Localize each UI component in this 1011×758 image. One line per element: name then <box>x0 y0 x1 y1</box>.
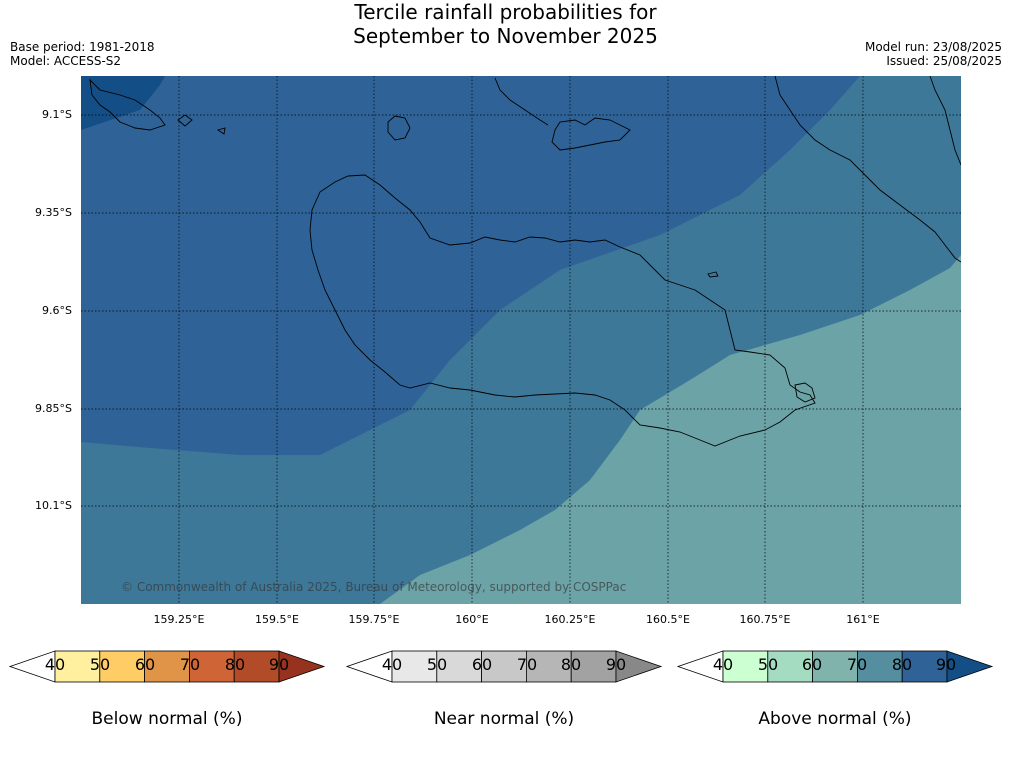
colorbar-above <box>676 650 994 683</box>
tick-above-60: 60 <box>801 655 823 674</box>
tick-above-80: 80 <box>891 655 913 674</box>
tick-near-90: 90 <box>605 655 627 674</box>
meta-left: Base period: 1981-2018 Model: ACCESS-S2 <box>10 40 155 68</box>
colorbar-above-title: Above normal (%) <box>758 709 912 729</box>
colorbar-below-segment <box>233 650 280 683</box>
tick-below-90: 90 <box>268 655 290 674</box>
tick-below-60: 60 <box>134 655 156 674</box>
tick-below-40: 40 <box>44 655 66 674</box>
issued-text: Issued: 25/08/2025 <box>886 54 1002 68</box>
lon-label-159-5: 159.5°E <box>255 613 299 626</box>
florida-islands <box>551 117 631 151</box>
tick-near-80: 80 <box>560 655 582 674</box>
meta-right: Model run: 23/08/2025 Issued: 25/08/2025 <box>865 40 1002 68</box>
colorbar-above-segment <box>812 650 858 683</box>
lon-label-160-5: 160.5°E <box>646 613 690 626</box>
graticule <box>81 76 961 604</box>
tick-near-70: 70 <box>516 655 538 674</box>
islet-east <box>707 271 719 278</box>
colorbar-near-segment <box>481 650 527 683</box>
colorbar-near-segment <box>570 650 617 683</box>
lat-label-10-1: 10.1°S <box>35 499 72 512</box>
colorbar-above-segment <box>901 650 948 683</box>
islet-north <box>387 115 411 141</box>
tick-near-40: 40 <box>381 655 403 674</box>
tick-above-70: 70 <box>846 655 868 674</box>
colorbar-above-segment <box>722 650 769 683</box>
colorbar-above-segment <box>767 650 813 683</box>
santa-isabel-coast <box>89 78 166 131</box>
model-run-text: Model run: 23/08/2025 <box>864 40 1002 54</box>
probability-field <box>81 76 961 604</box>
colorbar-near-segment <box>391 650 438 683</box>
coastlines <box>89 76 961 447</box>
colorbar-below-segment <box>144 650 190 683</box>
lon-label-160-75: 160.75°E <box>739 613 791 626</box>
colorbar-below-title: Below normal (%) <box>91 709 243 729</box>
title-line-2: September to November 2025 <box>353 24 658 48</box>
zone-60-70 <box>380 255 961 604</box>
lon-label-159-25: 159.25°E <box>153 613 205 626</box>
marau-islets <box>794 382 816 403</box>
lat-label-9-85: 9.85°S <box>35 402 72 415</box>
colorbar-near <box>345 650 663 683</box>
copyright-text: © Commonwealth of Australia 2025, Bureau… <box>121 580 627 594</box>
lat-label-9-1: 9.1°S <box>42 108 72 121</box>
malaita-coast <box>774 76 961 263</box>
tick-above-40: 40 <box>712 655 734 674</box>
lat-label-9-35: 9.35°S <box>35 206 72 219</box>
colorbar-near-high-arrow <box>615 650 663 683</box>
lon-label-160: 160°E <box>455 613 489 626</box>
map-title: Tercile rainfall probabilities for Septe… <box>0 0 1011 48</box>
model-text: Model: ACCESS-S2 <box>10 54 122 68</box>
colorbar-near-segment <box>436 650 482 683</box>
colorbar-below-high-arrow <box>278 650 326 683</box>
title-line-1: Tercile rainfall probabilities for <box>354 0 657 24</box>
tick-below-50: 50 <box>89 655 111 674</box>
lon-label-159-75: 159.75°E <box>348 613 400 626</box>
zone-90 <box>81 76 165 130</box>
colorbar-below-segment <box>54 650 101 683</box>
tick-below-80: 80 <box>224 655 246 674</box>
tick-above-50: 50 <box>757 655 779 674</box>
colorbar-near-title: Near normal (%) <box>433 709 575 729</box>
islet-small-2 <box>216 127 226 135</box>
lon-label-161: 161°E <box>846 613 880 626</box>
islet-north-2 <box>494 77 549 126</box>
tick-near-50: 50 <box>426 655 448 674</box>
islet-small-1 <box>177 114 193 127</box>
tick-below-70: 70 <box>179 655 201 674</box>
tick-near-60: 60 <box>471 655 493 674</box>
colorbar-below-segment <box>188 650 235 683</box>
lat-label-9-6: 9.6°S <box>42 304 72 317</box>
base-period-text: Base period: 1981-2018 <box>10 40 155 54</box>
guadalcanal-coast <box>309 174 816 447</box>
colorbar-above-segment <box>857 650 903 683</box>
malaita-east <box>929 76 961 166</box>
lon-label-160-25: 160.25°E <box>544 613 596 626</box>
colorbar-above-high-arrow <box>946 650 994 683</box>
tick-above-90: 90 <box>935 655 957 674</box>
colorbar-below <box>8 650 326 683</box>
zone-80-90 <box>81 76 860 455</box>
